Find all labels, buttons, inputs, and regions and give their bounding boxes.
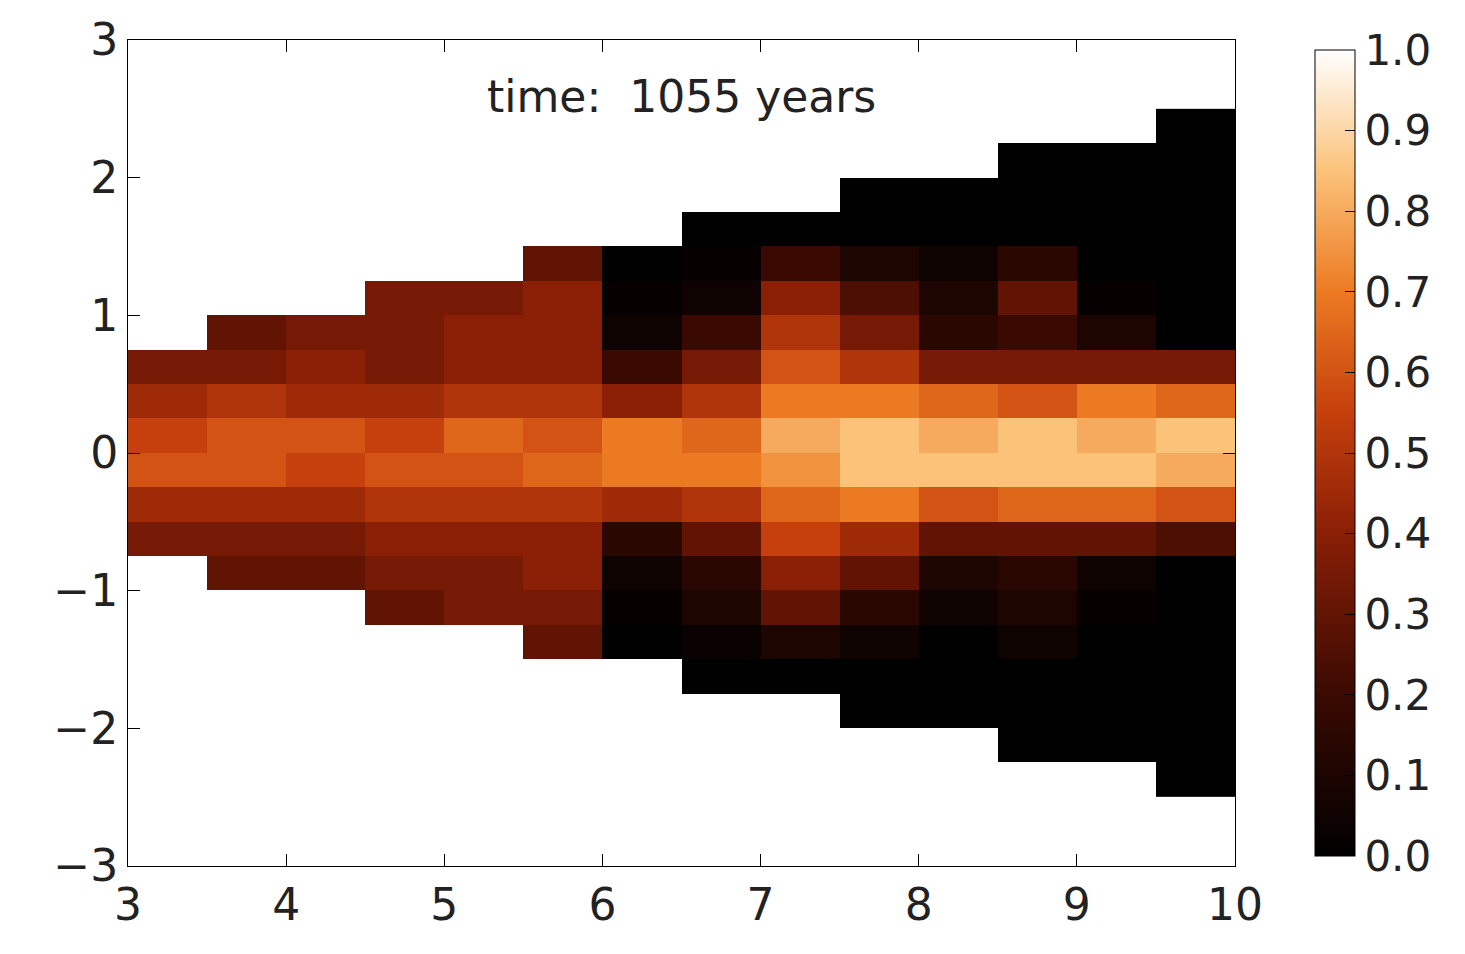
svg-text:1: 1 <box>90 290 118 341</box>
svg-text:0.1: 0.1 <box>1364 751 1431 800</box>
svg-text:0.8: 0.8 <box>1364 187 1431 236</box>
svg-text:2: 2 <box>90 152 118 203</box>
svg-text:8: 8 <box>905 879 933 930</box>
svg-text:5: 5 <box>430 879 458 930</box>
svg-text:9: 9 <box>1063 879 1091 930</box>
svg-text:3: 3 <box>114 879 142 930</box>
svg-text:0.0: 0.0 <box>1364 832 1431 881</box>
svg-text:−3: −3 <box>53 840 118 891</box>
svg-text:7: 7 <box>747 879 775 930</box>
svg-text:4: 4 <box>272 879 300 930</box>
svg-text:6: 6 <box>588 879 616 930</box>
svg-text:10: 10 <box>1207 879 1263 930</box>
svg-text:−2: −2 <box>53 703 118 754</box>
svg-text:0: 0 <box>90 427 118 478</box>
svg-text:−1: −1 <box>53 565 118 616</box>
svg-text:time: 1055 years: time: 1055 years <box>487 71 876 122</box>
svg-text:0.4: 0.4 <box>1364 509 1431 558</box>
svg-text:3: 3 <box>90 14 118 65</box>
svg-text:0.3: 0.3 <box>1364 590 1431 639</box>
svg-text:0.9: 0.9 <box>1364 106 1431 155</box>
svg-text:0.6: 0.6 <box>1364 348 1431 397</box>
svg-text:0.7: 0.7 <box>1364 268 1431 317</box>
svg-text:0.5: 0.5 <box>1364 429 1431 478</box>
svg-text:1.0: 1.0 <box>1364 26 1431 75</box>
svg-text:0.2: 0.2 <box>1364 671 1431 720</box>
